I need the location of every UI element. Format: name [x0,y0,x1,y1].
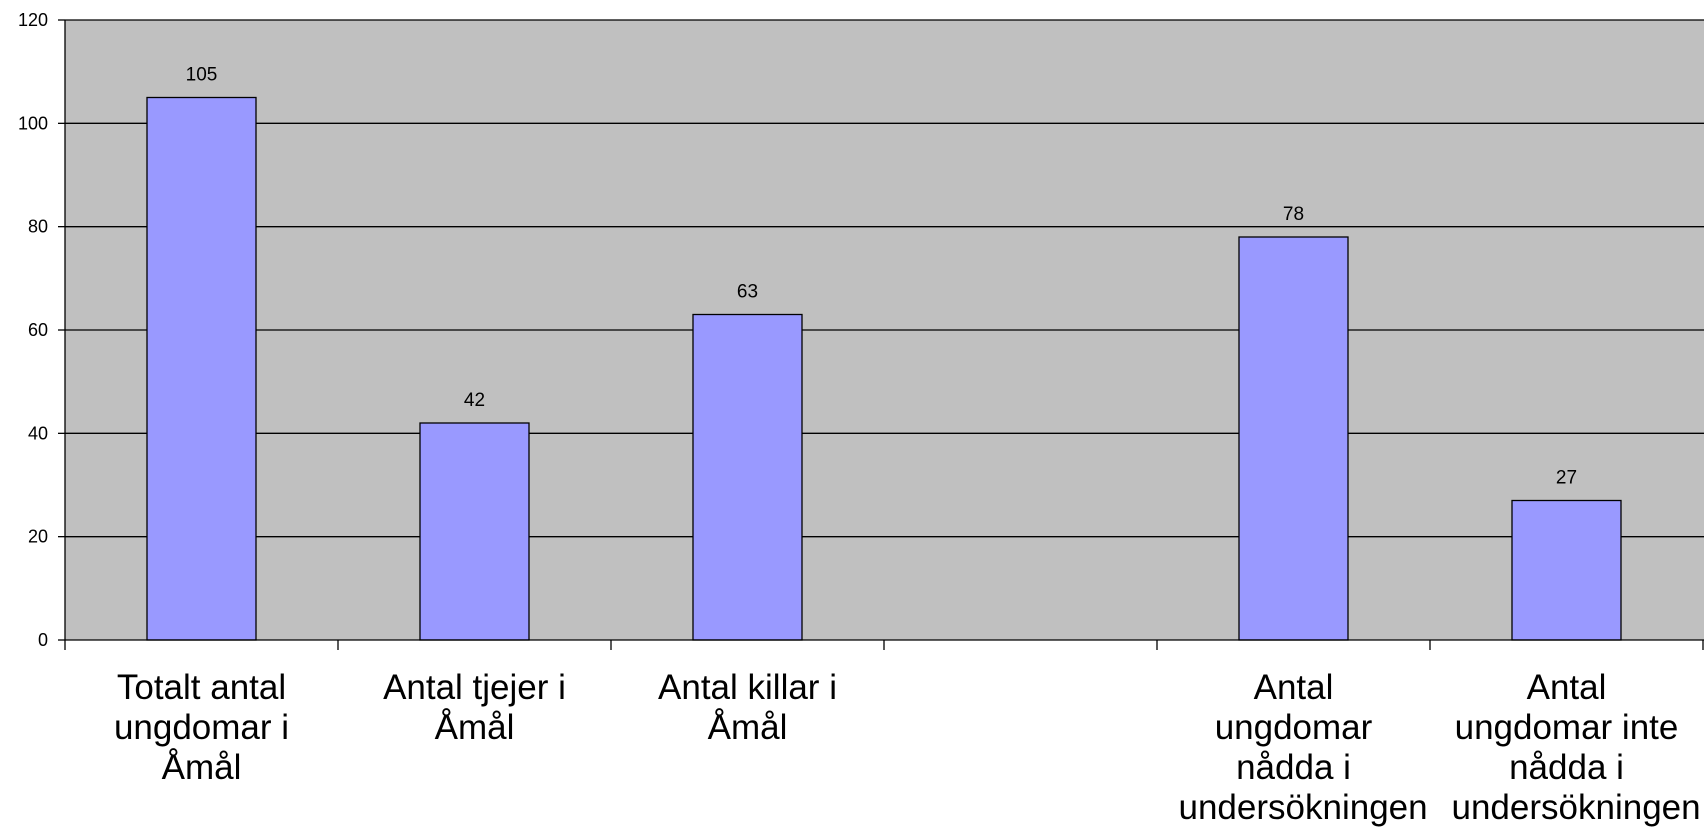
bars [146,96,1622,641]
axes [58,19,1704,650]
y-tick-label: 120 [18,10,48,30]
data-labels: 105 42 63 78 27 [186,65,1577,489]
bar [1238,236,1349,641]
y-tick-label: 80 [28,217,48,237]
data-label: 63 [737,282,758,303]
gridlines [65,19,1704,538]
y-tick-label: 0 [38,630,48,650]
bar [419,422,530,641]
x-category-label: Antal killar i Åmål [658,668,837,747]
x-category-label: Totalt antal ungdomar i Åmål [113,668,290,787]
data-label: 27 [1556,468,1577,489]
y-tick-label: 100 [18,113,48,133]
bar-chart: 105 42 63 78 27 0 20 40 60 80 100 120 [18,10,1704,650]
data-label: 78 [1283,204,1304,225]
bar [692,313,803,641]
y-tick-label: 20 [28,527,48,547]
y-tick-label: 40 [28,423,48,443]
y-tick-labels: 0 20 40 60 80 100 120 [18,10,48,650]
bar [1511,499,1622,641]
bar [146,96,257,641]
data-label: 42 [464,390,485,411]
x-category-label: Antal ungdomar inte nådda i undersökning… [1451,668,1701,827]
x-category-label: Antal ungdomar nådda i undersökningen [1178,668,1428,827]
x-category-label: Antal tjejer i Åmål [383,668,566,747]
data-label: 105 [186,65,218,86]
y-tick-label: 60 [28,320,48,340]
